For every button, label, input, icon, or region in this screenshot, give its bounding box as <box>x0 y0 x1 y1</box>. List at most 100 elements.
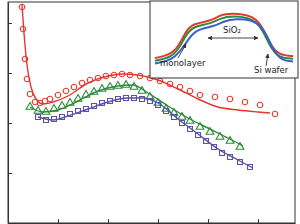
axis-line <box>8 3 9 224</box>
point <box>76 109 81 114</box>
point <box>196 123 204 130</box>
point <box>24 76 30 82</box>
point <box>226 137 234 144</box>
tick <box>108 219 109 223</box>
point <box>20 26 26 32</box>
chart: monolayer SiO₂ Si wafer <box>0 0 300 224</box>
point <box>197 92 203 98</box>
point <box>188 127 193 132</box>
point <box>186 117 194 124</box>
point <box>36 115 41 120</box>
point <box>68 112 73 117</box>
point <box>106 83 114 90</box>
point <box>98 85 106 92</box>
tick-mark <box>208 219 209 223</box>
marks <box>19 4 278 169</box>
tick-mark <box>58 219 59 223</box>
tick-mark <box>8 173 12 174</box>
point <box>227 96 233 102</box>
tick <box>58 219 59 223</box>
point <box>127 72 133 78</box>
fit-line <box>38 98 253 168</box>
tick <box>8 223 12 224</box>
point <box>216 133 224 140</box>
point <box>27 91 33 97</box>
inset-plot: monolayer SiO₂ Si wafer <box>150 1 298 78</box>
point <box>71 84 77 90</box>
point <box>119 71 125 77</box>
point <box>167 81 173 87</box>
point <box>84 107 89 112</box>
tick <box>158 219 159 223</box>
tick <box>8 73 12 74</box>
tick-mark <box>258 219 259 223</box>
annotation: SiO₂ <box>223 25 241 35</box>
arrow <box>266 54 268 66</box>
point <box>238 160 243 165</box>
point <box>79 80 85 86</box>
tick <box>8 23 12 24</box>
point <box>55 92 61 98</box>
point <box>19 4 25 10</box>
axis-line <box>9 223 296 224</box>
point <box>172 115 177 120</box>
point <box>26 103 34 110</box>
point <box>92 104 97 109</box>
tick-mark <box>8 73 12 74</box>
point <box>272 111 278 117</box>
point <box>132 96 137 101</box>
point <box>220 151 225 156</box>
point <box>63 88 69 94</box>
annotation: monolayer <box>160 58 206 68</box>
point <box>82 91 90 98</box>
point <box>87 77 93 83</box>
point <box>103 73 109 79</box>
plot-frame <box>155 5 293 73</box>
point <box>187 88 193 94</box>
tick <box>8 123 12 124</box>
point <box>108 99 113 104</box>
point <box>130 83 138 90</box>
point <box>248 165 253 170</box>
point <box>178 113 186 120</box>
point <box>156 103 161 108</box>
point <box>52 117 57 122</box>
tick-mark <box>108 219 109 223</box>
point <box>42 108 50 115</box>
point <box>116 97 121 102</box>
tick <box>208 219 209 223</box>
point <box>22 56 28 62</box>
marks <box>155 14 293 64</box>
arrow <box>178 44 186 58</box>
point <box>111 72 117 78</box>
point <box>74 95 82 102</box>
point <box>177 84 183 90</box>
point <box>206 128 214 135</box>
point <box>100 101 105 106</box>
tick <box>8 173 12 174</box>
point <box>124 96 129 101</box>
point <box>44 118 49 123</box>
tick-mark <box>158 219 159 223</box>
point <box>137 73 143 79</box>
point <box>148 99 153 104</box>
point <box>140 97 145 102</box>
point <box>122 81 130 88</box>
point <box>212 145 217 150</box>
point <box>138 87 146 94</box>
point <box>66 99 74 106</box>
point <box>212 94 218 100</box>
point <box>90 88 98 95</box>
point <box>180 121 185 126</box>
tick <box>258 219 259 223</box>
point <box>204 139 209 144</box>
point <box>50 105 58 112</box>
fit-line <box>155 17 293 61</box>
annotation: Si wafer <box>254 65 289 75</box>
inset-frame <box>150 1 298 78</box>
arrow <box>208 38 258 39</box>
point <box>95 75 101 81</box>
y-axis <box>8 3 12 224</box>
point <box>196 133 201 138</box>
point <box>157 78 163 84</box>
